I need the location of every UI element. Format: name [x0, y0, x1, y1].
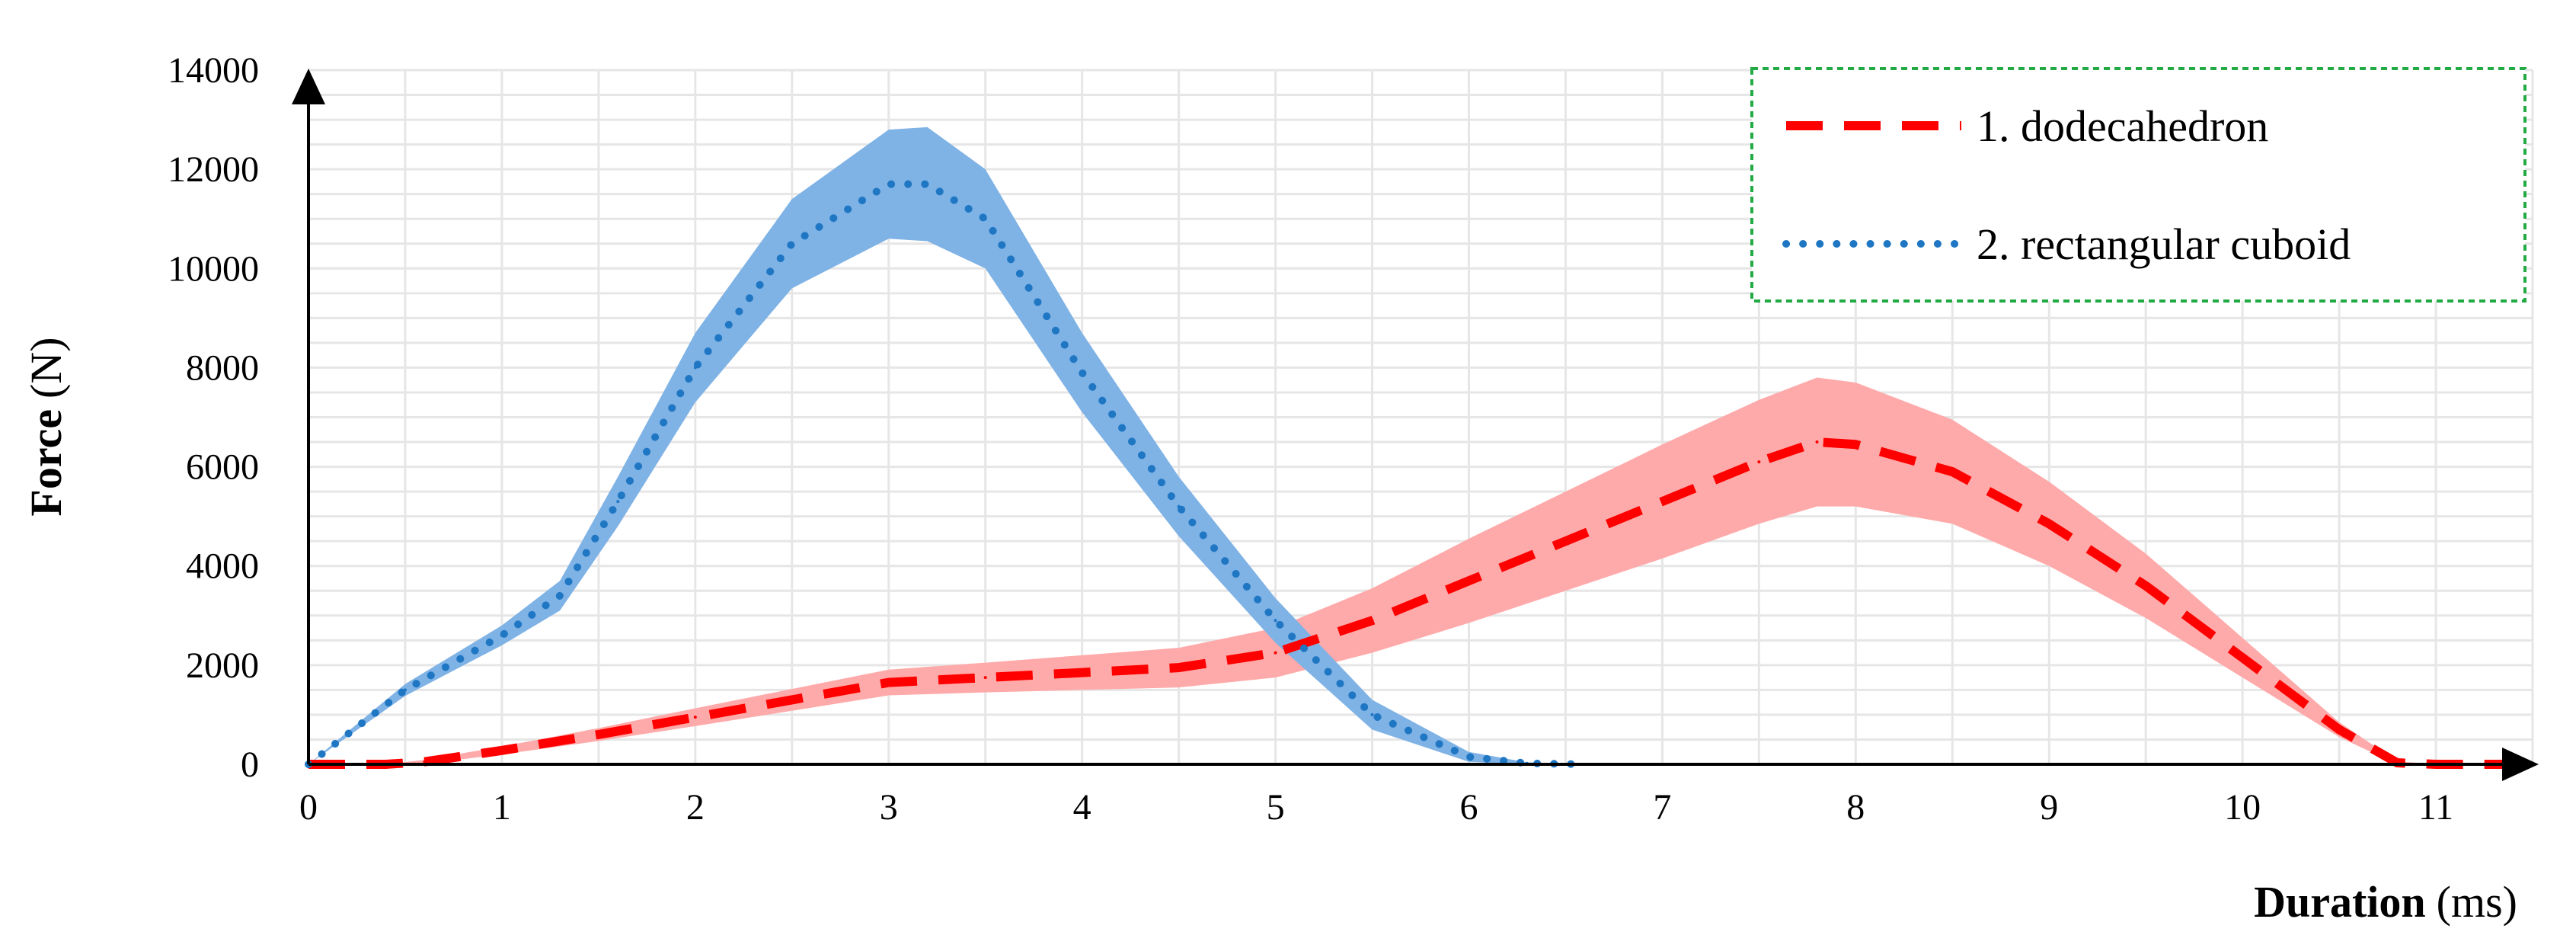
data-point [596, 732, 600, 736]
x-tick-label: 6 [1459, 787, 1478, 828]
data-point [1370, 619, 1374, 623]
y-tick-label: 12000 [168, 149, 259, 190]
data-point [790, 242, 794, 245]
data-point [1274, 619, 1277, 623]
x-tick-label: 1 [493, 787, 511, 828]
x-axis-arrow-icon [2502, 748, 2539, 781]
y-tick-label: 2000 [186, 645, 259, 686]
legend-label-dodecahedron: 1. dodecahedron [1977, 101, 2268, 151]
data-point [500, 633, 503, 637]
x-tick-label: 8 [1846, 787, 1865, 828]
data-point [1564, 540, 1568, 543]
x-tick-label: 2 [686, 787, 705, 828]
data-point [1757, 460, 1761, 464]
data-point [1177, 666, 1181, 670]
data-point [616, 500, 620, 504]
data-point [1951, 470, 1954, 474]
series-lines [305, 180, 2534, 769]
y-tick-label: 14000 [168, 50, 259, 91]
data-point [983, 217, 987, 221]
error-band-rectangular-cuboid [308, 126, 1585, 764]
data-point [1080, 671, 1084, 674]
data-point [2047, 522, 2051, 526]
data-point [887, 680, 890, 684]
y-tick-label: 10000 [168, 248, 259, 289]
data-point [2338, 728, 2341, 732]
data-point [1080, 370, 1084, 374]
y-tick-label: 8000 [186, 347, 259, 388]
y-tick-label: 6000 [186, 447, 259, 488]
data-point [1854, 443, 1858, 447]
data-point [2144, 584, 2148, 588]
data-point [693, 366, 697, 370]
x-tick-label: 3 [880, 787, 898, 828]
data-point [500, 748, 503, 752]
data-point [983, 676, 987, 680]
y-axis-title-bold: Force [21, 409, 71, 517]
x-tick-label: 9 [2040, 787, 2058, 828]
tick-labels: 0 1 2 3 4 5 6 7 8 9 10 11 0 2000 4000 6000 8000 10000 1200… [168, 50, 2453, 828]
data-point [790, 698, 794, 702]
data-point [1274, 651, 1277, 655]
y-axis-title-unit: (N) [21, 337, 71, 399]
axes [292, 69, 2539, 781]
error-band-dodecahedron [308, 377, 2533, 764]
legend-box [1750, 67, 2526, 303]
data-point [1177, 504, 1181, 508]
y-axis-arrow-icon [292, 69, 325, 104]
x-tick-label: 7 [1653, 787, 1671, 828]
x-tick-label: 0 [299, 787, 318, 828]
data-point [887, 182, 890, 186]
data-point [423, 760, 427, 764]
legend: 1. dodecahedron 2. rectangular cuboid [1750, 67, 2526, 303]
error-bands [308, 126, 2533, 764]
data-point [2241, 656, 2245, 660]
x-tick-label: 4 [1073, 787, 1091, 828]
x-axis-title-unit: (ms) [2437, 877, 2517, 927]
data-point [1815, 440, 1819, 444]
x-tick-label: 5 [1267, 787, 1285, 828]
x-axis-title-bold: Duration [2254, 877, 2426, 927]
y-tick-label: 4000 [186, 546, 259, 587]
data-point [925, 182, 929, 186]
x-tick-label: 11 [2418, 787, 2453, 828]
x-tick-label: 10 [2224, 787, 2261, 828]
y-tick-label: 0 [241, 744, 259, 785]
data-point [1467, 755, 1471, 759]
data-point [693, 716, 697, 719]
legend-label-rectangular-cuboid: 2. rectangular cuboid [1977, 219, 2351, 269]
data-point [403, 688, 407, 692]
data-point [1467, 579, 1471, 583]
data-point [558, 594, 562, 597]
data-point [1660, 500, 1664, 504]
x-axis-title: Duration (ms) [2254, 877, 2517, 927]
data-point [1370, 712, 1374, 716]
y-axis-title: Force (N) [21, 337, 71, 516]
